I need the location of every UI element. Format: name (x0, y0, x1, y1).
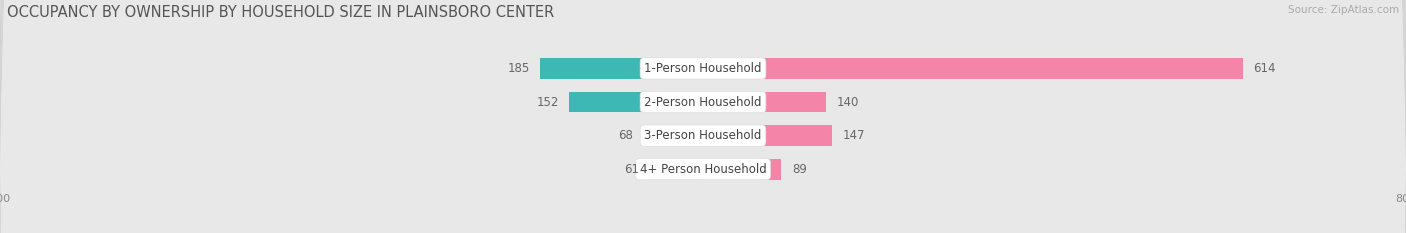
Bar (703, 125, 832, 146)
Text: 1-Person Household: 1-Person Household (644, 62, 762, 75)
Text: 4+ Person Household: 4+ Person Household (640, 163, 766, 176)
Text: 614: 614 (1253, 62, 1275, 75)
Bar (650, 159, 703, 180)
Bar (703, 58, 1243, 79)
Text: 140: 140 (837, 96, 859, 109)
Text: 61: 61 (624, 163, 638, 176)
Text: 68: 68 (617, 129, 633, 142)
Text: 3-Person Household: 3-Person Household (644, 129, 762, 142)
Bar (540, 58, 703, 79)
Bar (703, 92, 827, 113)
Text: 2-Person Household: 2-Person Household (644, 96, 762, 109)
Text: 89: 89 (792, 163, 807, 176)
Text: 147: 147 (842, 129, 865, 142)
Bar (569, 92, 703, 113)
Text: OCCUPANCY BY OWNERSHIP BY HOUSEHOLD SIZE IN PLAINSBORO CENTER: OCCUPANCY BY OWNERSHIP BY HOUSEHOLD SIZE… (7, 5, 554, 20)
Text: 152: 152 (537, 96, 560, 109)
Bar (703, 159, 782, 180)
Text: 185: 185 (508, 62, 530, 75)
Bar (644, 125, 703, 146)
Text: Source: ZipAtlas.com: Source: ZipAtlas.com (1288, 5, 1399, 15)
